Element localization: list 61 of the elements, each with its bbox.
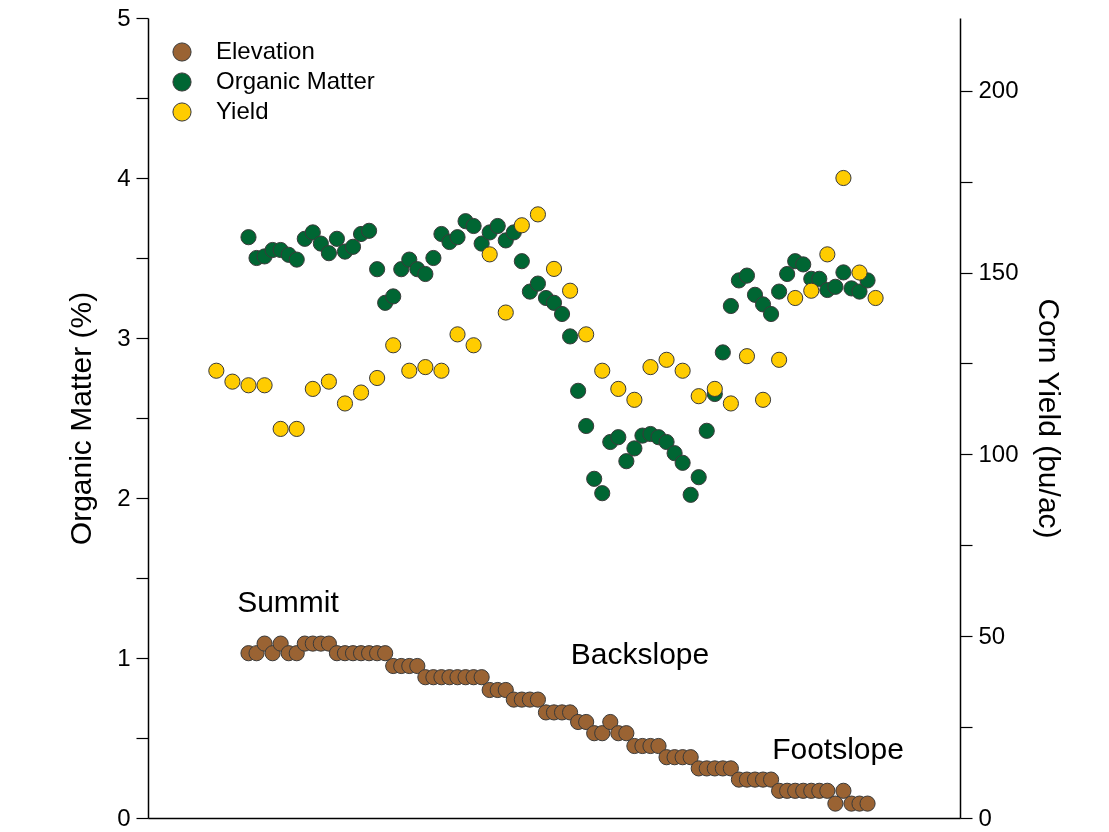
point [803, 282, 820, 299]
point [787, 289, 804, 307]
point [304, 380, 321, 397]
point [851, 264, 868, 281]
point [433, 362, 450, 379]
y-tick-label: 2 [117, 483, 131, 511]
annotation: Summit [237, 585, 340, 618]
point [208, 362, 225, 379]
annotation: Backslope [570, 637, 710, 670]
point [369, 369, 386, 387]
point [658, 351, 675, 368]
point [224, 373, 241, 390]
point [610, 380, 627, 397]
point [545, 260, 563, 277]
point [352, 384, 370, 401]
y-tick-label: 0 [117, 803, 131, 831]
y2-tick-label: 0 [978, 803, 992, 831]
point [771, 351, 788, 368]
point [738, 348, 756, 365]
y-tick-label: 1 [117, 643, 131, 671]
point [417, 359, 434, 376]
point [272, 420, 289, 437]
y2-axis-title: Corn Yield (bu/ac) [1032, 298, 1066, 539]
point [819, 246, 836, 263]
point [497, 304, 514, 321]
point [529, 206, 546, 223]
point [336, 395, 354, 412]
point [626, 391, 643, 408]
point [642, 359, 659, 376]
point [594, 362, 611, 379]
point [690, 388, 707, 405]
y2-tick-label: 100 [978, 439, 1019, 467]
point [385, 337, 402, 354]
point [240, 377, 257, 394]
legend-label: Organic Matter [216, 67, 375, 94]
point [320, 373, 337, 390]
point [706, 380, 723, 397]
y-tick-label: 5 [117, 3, 131, 31]
y2-tick-label: 50 [978, 621, 1006, 649]
point [288, 420, 305, 437]
annotation: Footslope [772, 732, 904, 765]
point [401, 362, 418, 379]
point [513, 217, 530, 234]
point [562, 282, 579, 299]
point [256, 377, 273, 394]
y-tick-label: 3 [117, 323, 131, 351]
point [754, 391, 772, 408]
point [481, 246, 498, 263]
y-axis-title: Organic Matter (%) [64, 291, 98, 546]
point [835, 169, 852, 187]
legend-label: Elevation [216, 37, 315, 64]
point [674, 362, 691, 379]
point [867, 289, 884, 307]
legend-label: Yield [216, 97, 269, 124]
y2-tick-label: 150 [978, 258, 1019, 286]
y2-tick-label: 200 [978, 76, 1019, 104]
y-tick-label: 4 [117, 163, 131, 191]
point [449, 326, 466, 343]
point [578, 326, 595, 343]
point [722, 395, 739, 412]
point [465, 337, 482, 354]
